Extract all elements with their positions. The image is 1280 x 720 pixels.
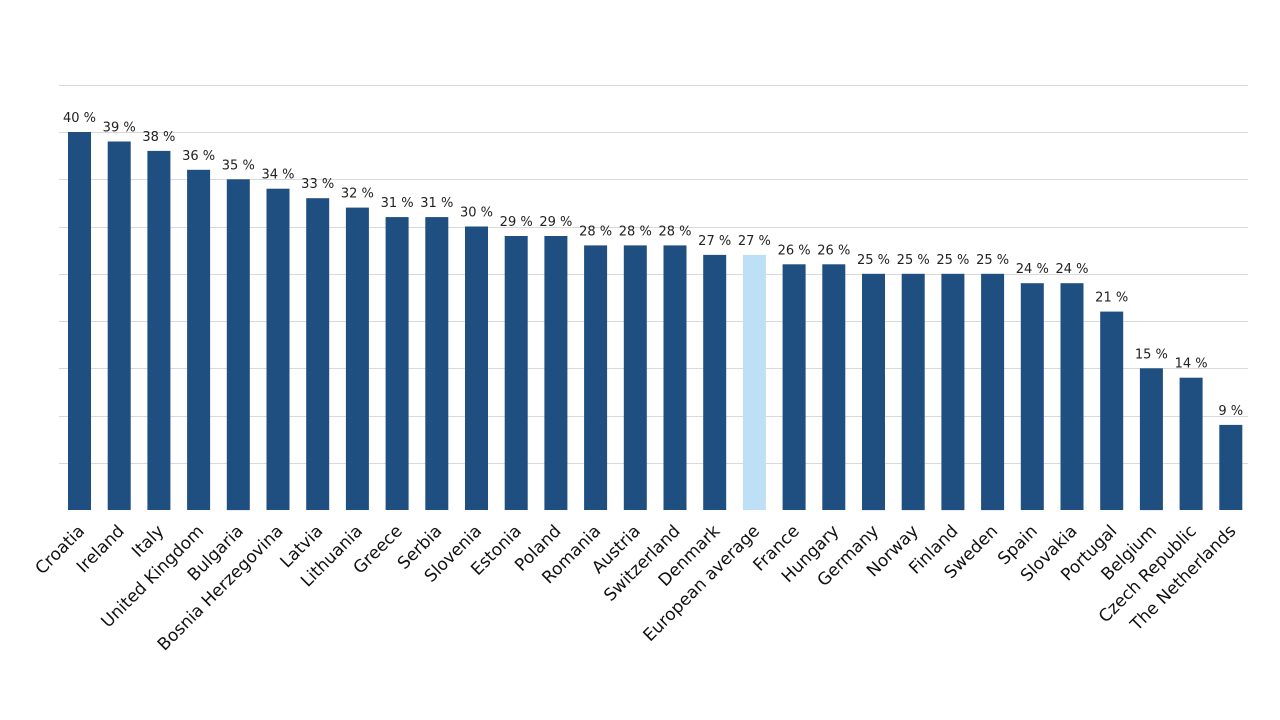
bar <box>1139 368 1163 511</box>
bar <box>187 169 211 511</box>
bar <box>385 217 409 510</box>
data-label: 29 % <box>500 215 533 230</box>
data-label: 9 % <box>1218 404 1243 419</box>
bar <box>306 198 330 510</box>
data-label: 28 % <box>658 224 691 239</box>
data-label: 39 % <box>103 121 136 136</box>
data-label: 27 % <box>698 234 731 249</box>
bar <box>465 226 488 510</box>
bar <box>345 207 369 510</box>
data-label: 25 % <box>897 253 930 268</box>
data-label: 25 % <box>857 253 890 268</box>
bar <box>1179 377 1203 510</box>
data-label: 35 % <box>222 158 255 173</box>
bar <box>584 245 608 510</box>
bar <box>623 245 647 510</box>
bar <box>1100 311 1124 510</box>
bar-highlight <box>742 254 766 510</box>
data-label: 38 % <box>142 130 175 145</box>
data-label: 25 % <box>936 253 969 268</box>
data-label: 28 % <box>579 224 612 239</box>
bar <box>107 141 131 510</box>
bar <box>782 264 806 510</box>
bar <box>862 273 885 511</box>
data-label: 34 % <box>261 168 294 183</box>
data-label: 26 % <box>817 243 850 258</box>
bar <box>901 273 925 511</box>
data-label: 21 % <box>1095 291 1128 306</box>
bar <box>68 132 91 510</box>
bar <box>544 236 568 510</box>
data-label: 31 % <box>420 196 453 211</box>
data-label: 33 % <box>301 177 334 192</box>
data-label: 24 % <box>1016 262 1049 277</box>
data-label: 30 % <box>460 206 493 221</box>
data-label: 26 % <box>778 243 811 258</box>
data-label: 28 % <box>619 224 652 239</box>
data-label: 14 % <box>1175 357 1208 372</box>
bar <box>981 273 1005 511</box>
bar <box>1219 424 1243 510</box>
bar <box>703 254 727 510</box>
bar <box>147 150 171 510</box>
data-label: 27 % <box>738 234 771 249</box>
data-label: 40 % <box>63 111 96 126</box>
bar <box>822 264 846 510</box>
bars <box>68 132 1243 511</box>
bar <box>226 179 250 511</box>
data-label: 25 % <box>976 253 1009 268</box>
data-label: 24 % <box>1055 262 1088 277</box>
data-label: 29 % <box>539 215 572 230</box>
bar <box>266 188 290 510</box>
data-label: 36 % <box>182 149 215 164</box>
data-label: 15 % <box>1135 347 1168 362</box>
bar <box>1020 283 1044 510</box>
gridlines <box>59 85 1248 464</box>
data-label: 31 % <box>381 196 414 211</box>
data-labels: 40 % 39 % 38 % 36 % 35 % 34 % 33 % 32 % 31 % 31 %… <box>63 111 1243 419</box>
bar <box>663 245 687 510</box>
bar <box>504 236 528 510</box>
bar <box>425 217 449 510</box>
bar <box>941 273 965 511</box>
bar <box>1060 283 1084 510</box>
data-label: 32 % <box>341 187 374 202</box>
